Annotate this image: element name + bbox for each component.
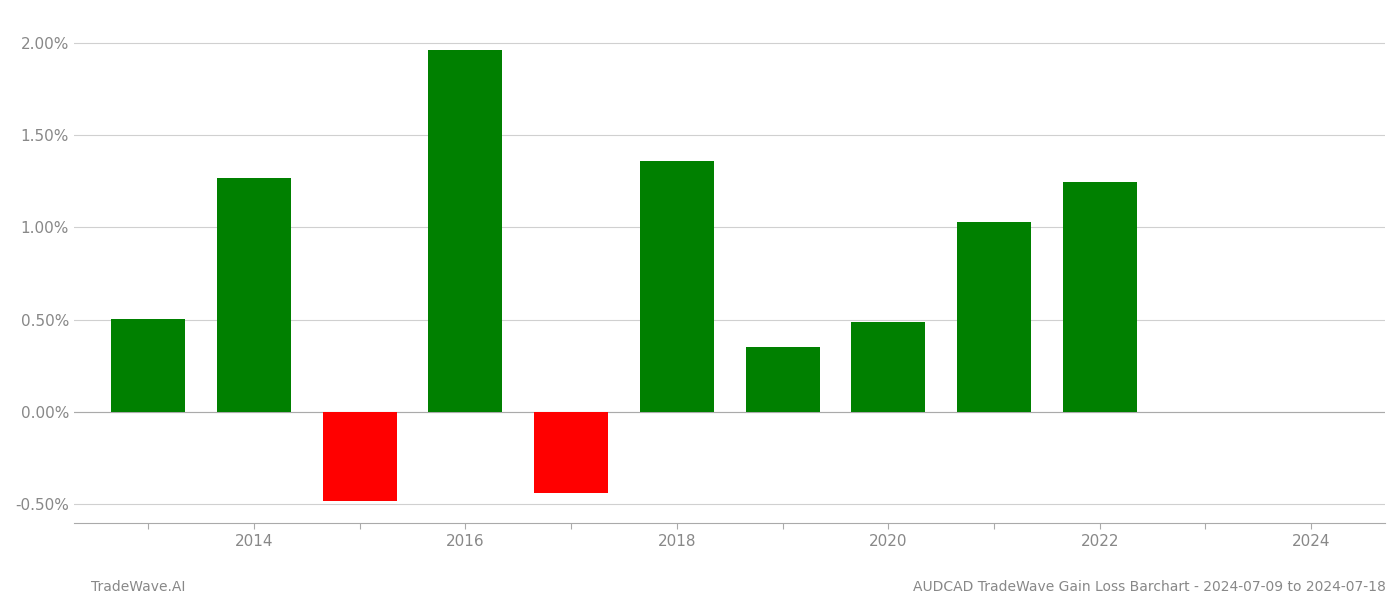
Text: TradeWave.AI: TradeWave.AI — [91, 580, 185, 594]
Bar — [851, 322, 925, 412]
Bar — [640, 161, 714, 412]
Text: AUDCAD TradeWave Gain Loss Barchart - 2024-07-09 to 2024-07-18: AUDCAD TradeWave Gain Loss Barchart - 20… — [913, 580, 1386, 594]
Bar — [958, 222, 1030, 412]
Bar — [112, 319, 185, 412]
Bar — [428, 50, 503, 412]
Bar — [535, 412, 608, 493]
Bar — [323, 412, 396, 501]
Bar — [217, 178, 291, 412]
Bar — [1063, 182, 1137, 412]
Bar — [746, 347, 819, 412]
